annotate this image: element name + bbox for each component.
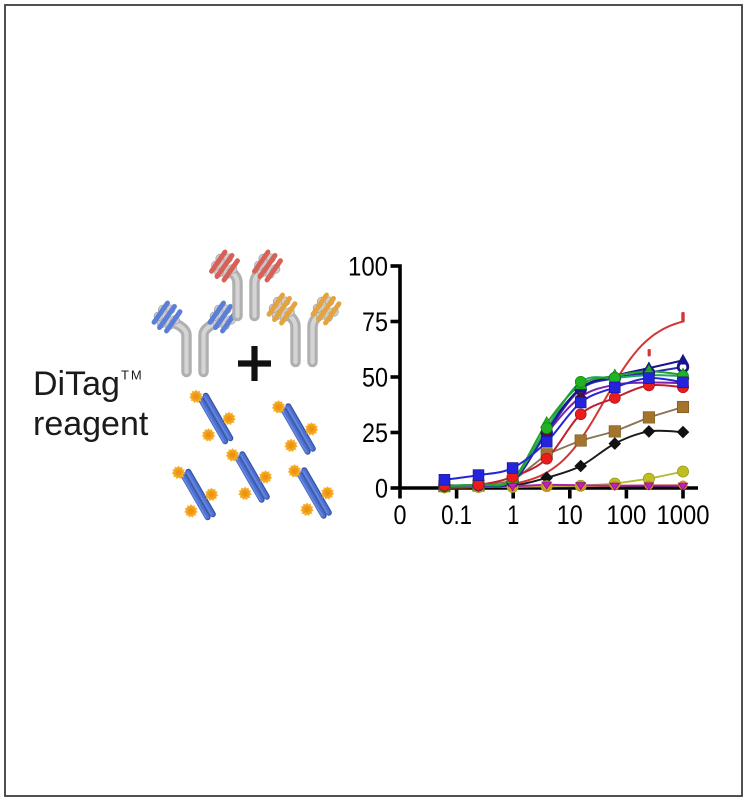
svg-text:50: 50 <box>362 363 388 393</box>
svg-text:1: 1 <box>507 500 519 530</box>
svg-text:1000: 1000 <box>657 500 710 530</box>
svg-text:0: 0 <box>394 500 407 530</box>
svg-text:0: 0 <box>375 474 388 504</box>
svg-text:100: 100 <box>348 252 388 282</box>
svg-text:reagent: reagent <box>33 405 149 443</box>
svg-text:25: 25 <box>362 418 388 448</box>
svg-text:75: 75 <box>362 307 388 337</box>
svg-text:10: 10 <box>557 500 583 530</box>
svg-text:100: 100 <box>606 500 646 530</box>
svg-text:0.1: 0.1 <box>441 500 472 530</box>
